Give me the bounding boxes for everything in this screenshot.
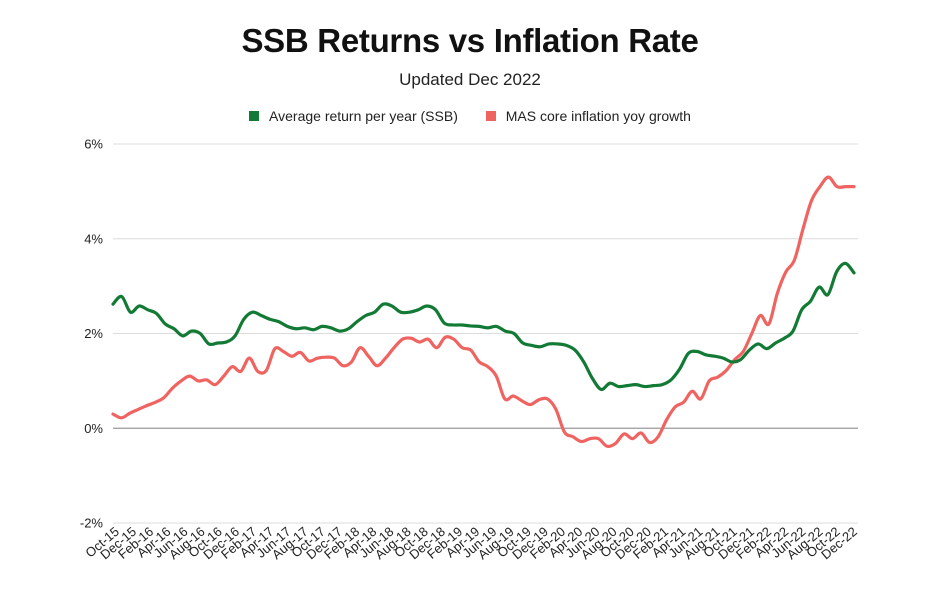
y-axis-ticks: 6% 4% 2% 0% -2% (80, 137, 104, 531)
legend-label-inflation: MAS core inflation yoy growth (505, 108, 691, 124)
legend-label-ssb: Average return per year (SSB) (269, 108, 458, 124)
legend: Average return per year (SSB) MAS core i… (0, 108, 940, 124)
series-line-ssb[interactable] (111, 261, 856, 392)
legend-swatch-inflation (485, 111, 496, 121)
legend-item-inflation[interactable]: MAS core inflation yoy growth (485, 108, 691, 124)
y-tick-label: 4% (84, 231, 103, 246)
chart-title: SSB Returns vs Inflation Rate (241, 22, 699, 59)
legend-swatch-ssb (249, 111, 260, 121)
gridlines (113, 143, 858, 524)
series-lines (111, 175, 856, 449)
y-tick-label: 6% (84, 137, 103, 152)
y-tick-label: -2% (80, 516, 104, 531)
legend-item-ssb[interactable]: Average return per year (SSB) (249, 108, 458, 124)
chart-subtitle: Updated Dec 2022 (399, 70, 541, 89)
x-axis-ticks: Oct-15Dec-15Feb-16Apr-16Jun-16Aug-16Oct-… (82, 524, 860, 562)
series-line-inflation[interactable] (111, 175, 856, 449)
y-tick-label: 0% (84, 421, 103, 436)
y-tick-label: 2% (84, 326, 103, 341)
